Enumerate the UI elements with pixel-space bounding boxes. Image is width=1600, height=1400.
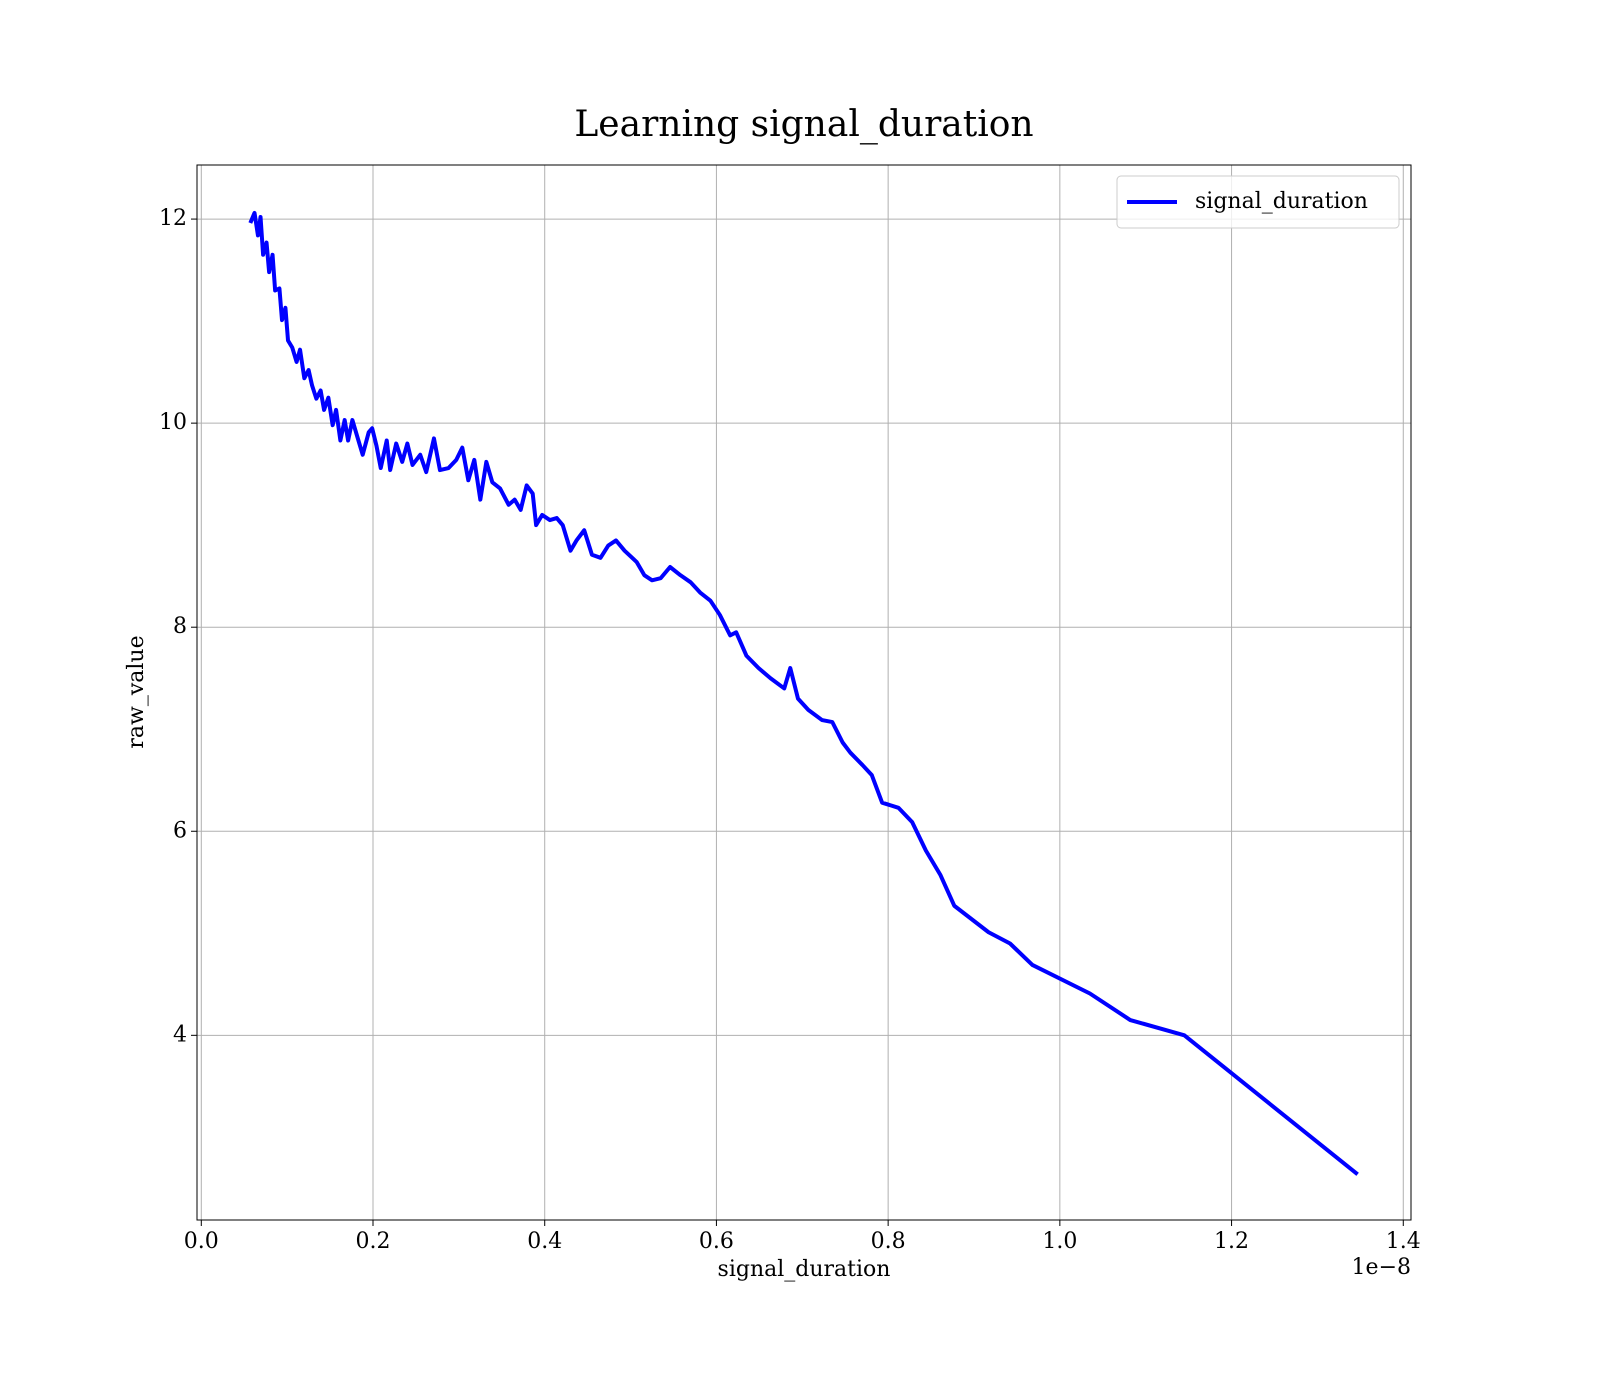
chart-title: Learning signal_duration xyxy=(574,104,1033,145)
x-offset-label: 1e−8 xyxy=(1352,1255,1411,1280)
x-tick-label: 1.2 xyxy=(1214,1229,1249,1254)
y-tick-label: 8 xyxy=(173,614,187,639)
x-tick-label: 1.0 xyxy=(1042,1229,1077,1254)
x-axis-label: signal_duration xyxy=(718,1257,891,1282)
legend-box xyxy=(1116,175,1400,229)
y-tick-label: 12 xyxy=(159,206,187,231)
x-tick-label: 0.6 xyxy=(699,1229,734,1254)
data-line xyxy=(248,210,1359,1176)
x-tick-label: 0.0 xyxy=(184,1229,219,1254)
x-tick-label: 1.4 xyxy=(1386,1229,1421,1254)
x-tick-label: 0.2 xyxy=(356,1229,391,1254)
x-tick-label: 0.4 xyxy=(527,1229,562,1254)
x-tick-label: 0.8 xyxy=(871,1229,906,1254)
plot-frame xyxy=(196,164,1412,1221)
y-tick-label: 4 xyxy=(173,1022,187,1047)
y-axis-label: raw_value xyxy=(124,635,149,748)
legend-label: signal_duration xyxy=(1195,189,1368,214)
y-tick-label: 6 xyxy=(173,818,187,843)
y-tick-label: 10 xyxy=(159,410,187,435)
